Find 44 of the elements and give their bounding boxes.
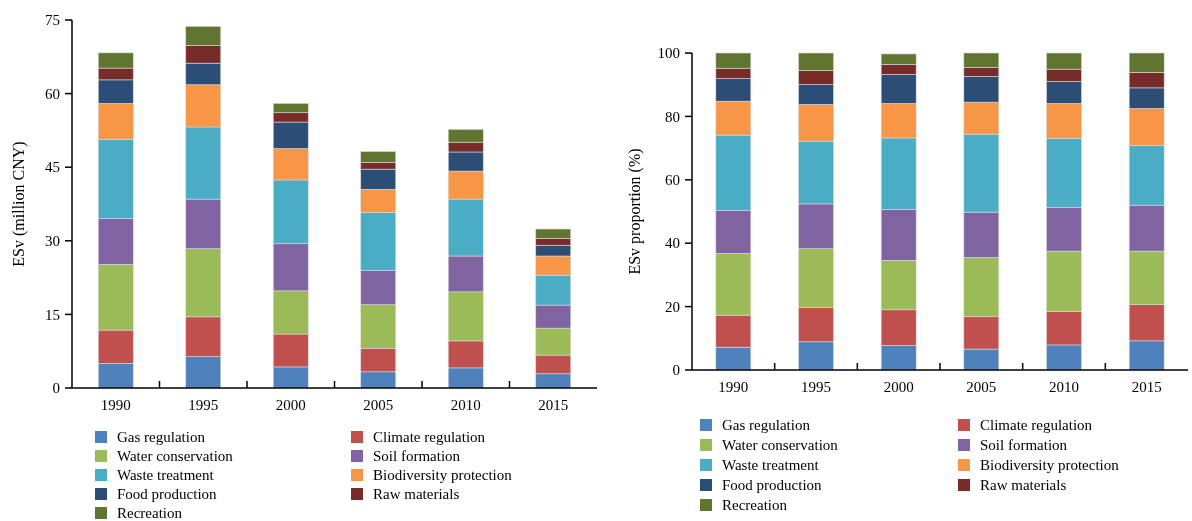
x-tick-label: 2010 bbox=[450, 397, 481, 413]
x-tick-label: 2010 bbox=[1049, 379, 1079, 395]
legend-label: Raw materials bbox=[980, 477, 1067, 494]
x-tick-label: 2015 bbox=[1131, 379, 1162, 395]
y-tick-label: 20 bbox=[665, 298, 680, 315]
legend-label: Biodiversity protection bbox=[980, 457, 1120, 474]
legend-label: Waste treatment bbox=[117, 467, 215, 484]
legend-label: Food production bbox=[722, 477, 823, 494]
y-axis-title: ESv (million CNY) bbox=[10, 141, 28, 267]
x-tick-label: 1990 bbox=[100, 397, 131, 413]
y-tick-label: 45 bbox=[45, 159, 60, 176]
y-axis-title: ESv proportion (%) bbox=[626, 148, 644, 275]
legend-label: Water conservation bbox=[117, 448, 234, 465]
y-tick-label: 80 bbox=[665, 108, 680, 125]
x-tick-label: 2015 bbox=[538, 397, 569, 413]
y-tick-label: 100 bbox=[657, 45, 680, 62]
y-tick-label: 40 bbox=[665, 235, 680, 252]
legend-label: Raw materials bbox=[373, 486, 460, 503]
legend-label: Climate regulation bbox=[373, 429, 486, 446]
legend-label: Soil formation bbox=[373, 448, 461, 465]
x-tick-label: 2000 bbox=[275, 397, 306, 413]
legend-label: Food production bbox=[117, 486, 218, 503]
x-tick-label: 2005 bbox=[966, 379, 997, 395]
x-tick-label: 1995 bbox=[188, 397, 219, 413]
y-tick-label: 60 bbox=[45, 85, 60, 102]
x-tick-label: 2005 bbox=[363, 397, 394, 413]
legend-label: Water conservation bbox=[722, 437, 839, 454]
legend-label: Recreation bbox=[722, 497, 788, 514]
x-tick-label: 1990 bbox=[718, 379, 749, 395]
y-tick-label: 60 bbox=[665, 172, 680, 189]
legend-label: Waste treatment bbox=[722, 457, 820, 474]
legend-label: Biodiversity protection bbox=[373, 467, 513, 484]
x-tick-label: 1995 bbox=[801, 379, 831, 395]
legend-label: Recreation bbox=[117, 505, 183, 521]
y-tick-label: 0 bbox=[672, 362, 680, 379]
y-tick-label: 75 bbox=[45, 12, 60, 29]
y-tick-label: 30 bbox=[45, 233, 60, 250]
y-tick-label: 15 bbox=[45, 306, 60, 323]
x-tick-label: 2000 bbox=[883, 379, 914, 395]
legend-label: Gas regulation bbox=[117, 429, 206, 446]
y-tick-label: 0 bbox=[52, 380, 60, 397]
legend-label: Gas regulation bbox=[722, 417, 811, 434]
legend-label: Soil formation bbox=[980, 437, 1068, 454]
legend-label: Climate regulation bbox=[980, 417, 1093, 434]
